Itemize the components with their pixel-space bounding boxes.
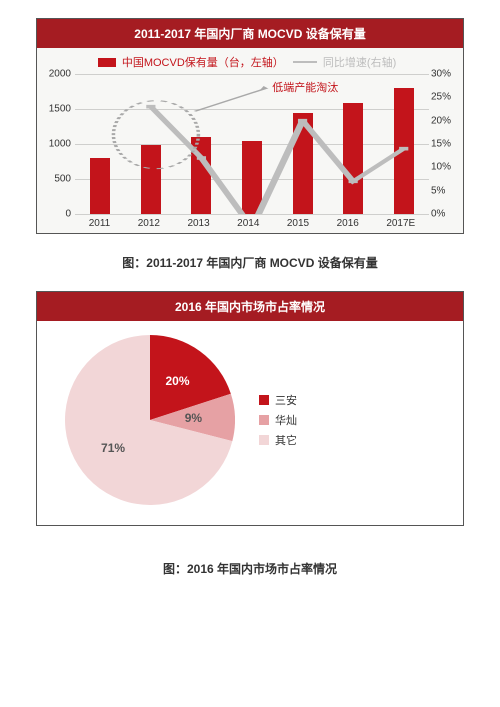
legend-line-swatch: [293, 61, 317, 63]
pie-legend-item: 其它: [259, 432, 297, 448]
caption-2: 图：2016 年国内市场市占率情况: [36, 560, 464, 577]
x-axis-label: 2017E: [386, 218, 415, 229]
pie-chart-body: 20% 9% 71% 三安华灿其它: [37, 321, 463, 525]
bar-chart-legend: 中国MOCVD保有量（台，左轴） 同比增速(右轴): [45, 54, 455, 70]
y2-axis-label: 10%: [431, 162, 455, 173]
bar-chart-title: 2011-2017 年国内厂商 MOCVD 设备保有量: [37, 19, 463, 48]
pie-chart-container: 2016 年国内市场市占率情况 20% 9% 71% 三安华灿其它: [36, 291, 464, 526]
pie-chart-title: 2016 年国内市场市占率情况: [37, 292, 463, 321]
caption-1: 图：2011-2017 年国内厂商 MOCVD 设备保有量: [36, 254, 464, 271]
x-axis-label: 2013: [187, 218, 209, 229]
bar-chart-plot: 05001000150020000%5%10%15%20%25%30%低端产能淘…: [75, 74, 429, 214]
x-axis-label: 2016: [337, 218, 359, 229]
y2-axis-label: 0%: [431, 209, 455, 220]
annotation-label: 低端产能淘汰: [272, 79, 338, 95]
y-axis-label: 500: [47, 174, 71, 185]
annotation-circle: [75, 74, 429, 214]
legend-swatch: [259, 415, 269, 425]
pie-svg: [65, 335, 235, 505]
pie-svg-wrap: 20% 9% 71%: [65, 335, 235, 505]
bar-chart-body: 中国MOCVD保有量（台，左轴） 同比增速(右轴) 05001000150020…: [37, 48, 463, 233]
x-axis-label: 2011: [89, 218, 111, 229]
y-axis-label: 1500: [47, 104, 71, 115]
legend-swatch: [259, 395, 269, 405]
legend-label: 三安: [275, 392, 297, 408]
y-axis-label: 0: [47, 209, 71, 220]
legend-bar-swatch: [98, 58, 116, 67]
pie-legend-item: 华灿: [259, 412, 297, 428]
bar-chart-x-labels: 2011 2012 2013 2014 2015 2016 2017E: [75, 218, 429, 229]
pie-slice-label: 71%: [101, 441, 125, 455]
legend-line-label: 同比增速(右轴): [323, 57, 396, 69]
pie-legend: 三安华灿其它: [259, 388, 297, 452]
y2-axis-label: 20%: [431, 115, 455, 126]
pie-legend-item: 三安: [259, 392, 297, 408]
x-axis-label: 2015: [287, 218, 309, 229]
y2-axis-label: 5%: [431, 185, 455, 196]
y2-axis-label: 15%: [431, 139, 455, 150]
legend-swatch: [259, 435, 269, 445]
y2-axis-label: 30%: [431, 69, 455, 80]
pie-slice-label: 9%: [185, 411, 202, 425]
y2-axis-label: 25%: [431, 92, 455, 103]
bar-chart-container: 2011-2017 年国内厂商 MOCVD 设备保有量 中国MOCVD保有量（台…: [36, 18, 464, 234]
gridline: [75, 214, 429, 215]
legend-label: 其它: [275, 432, 297, 448]
y-axis-label: 1000: [47, 139, 71, 150]
y-axis-label: 2000: [47, 69, 71, 80]
x-axis-label: 2012: [138, 218, 160, 229]
legend-label: 华灿: [275, 412, 297, 428]
pie-slice-label: 20%: [165, 374, 189, 388]
legend-bar-label: 中国MOCVD保有量（台，左轴）: [122, 57, 284, 69]
x-axis-label: 2014: [237, 218, 259, 229]
